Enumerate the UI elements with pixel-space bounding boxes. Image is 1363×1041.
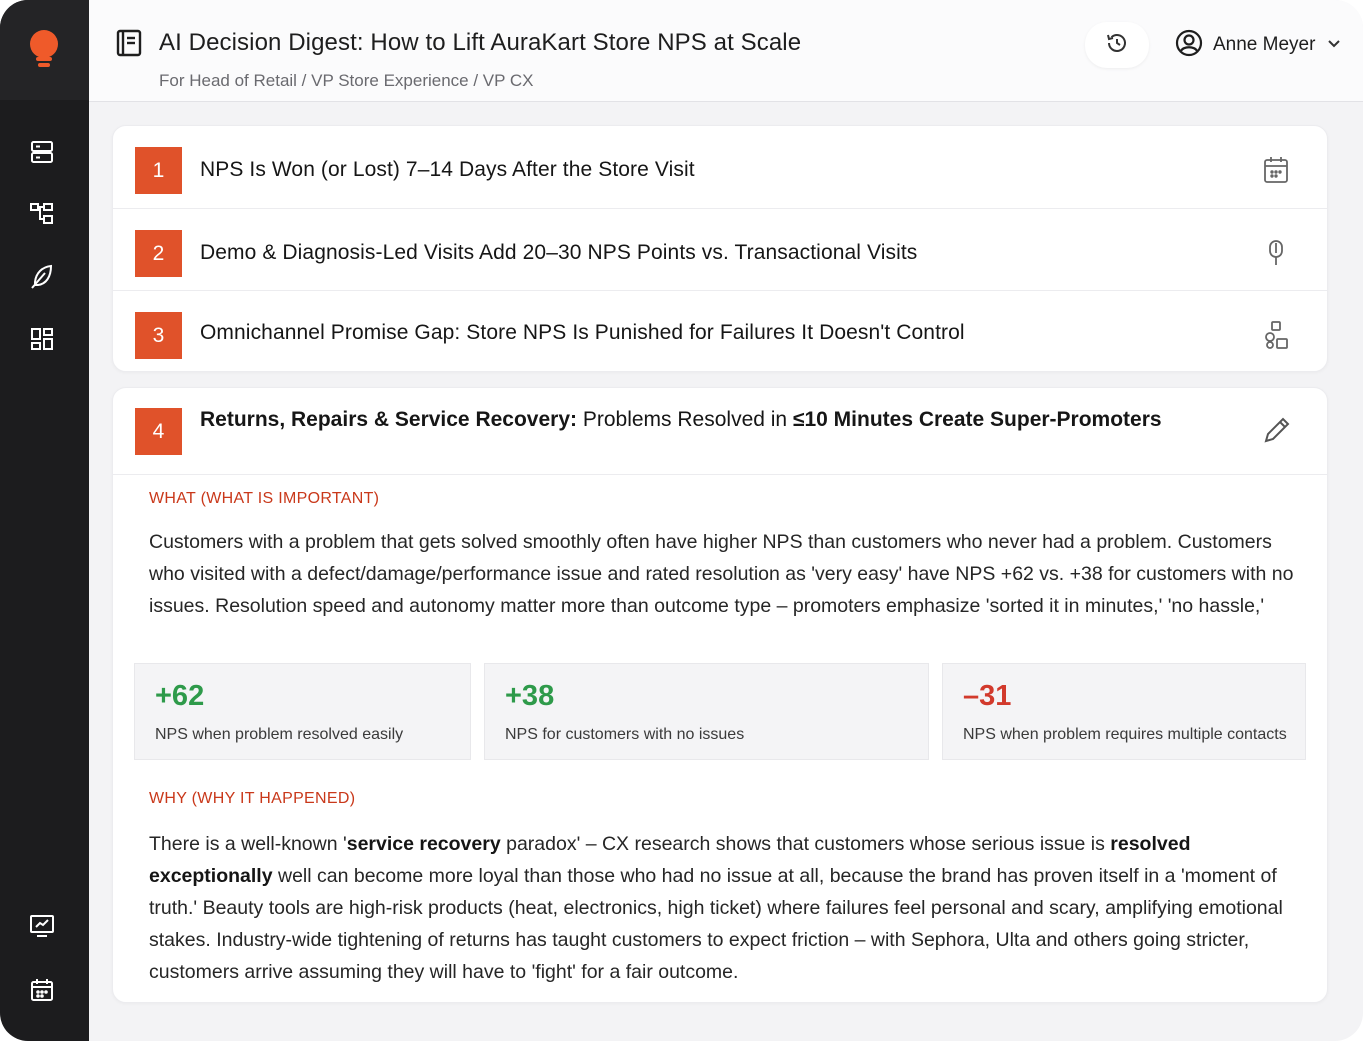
insight-row-4[interactable]: 4 Returns, Repairs & Service Recovery: P…	[113, 388, 1327, 475]
pencil-icon[interactable]	[1261, 414, 1291, 446]
stat-value: +62	[155, 680, 205, 712]
insight-number: 1	[135, 147, 182, 194]
server-icon[interactable]	[28, 138, 56, 166]
hierarchy-icon[interactable]	[28, 200, 56, 228]
why-text: well can become more loyal than those wh…	[149, 865, 1283, 983]
insight-number: 4	[135, 408, 182, 455]
insight-title: Omnichannel Promise Gap: Store NPS Is Pu…	[200, 321, 965, 344]
insight-title: Returns, Repairs & Service Recovery: Pro…	[200, 405, 1200, 434]
presentation-icon[interactable]	[28, 912, 56, 940]
why-text: There is a well-known '	[149, 833, 347, 855]
insight-number: 2	[135, 230, 182, 277]
stat-value: –31	[963, 680, 1012, 712]
why-text: paradox' – CX research shows that custom…	[500, 833, 1111, 855]
stat-card: +38 NPS for customers with no issues	[484, 663, 929, 760]
avatar-icon	[1175, 29, 1203, 62]
document-icon	[115, 28, 143, 58]
calendar-icon[interactable]	[28, 976, 56, 1004]
why-emphasis: service recovery	[346, 833, 501, 855]
stat-label: NPS for customers with no issues	[505, 726, 745, 743]
why-paragraph: There is a well-known 'service recovery …	[149, 828, 1294, 988]
insight-title: Demo & Diagnosis-Led Visits Add 20–30 NP…	[200, 241, 918, 264]
insight-title: NPS Is Won (or Lost) 7–14 Days After the…	[200, 158, 695, 181]
page-header: AI Decision Digest: How to Lift AuraKart…	[89, 0, 1363, 102]
stat-card: –31 NPS when problem requires multiple c…	[942, 663, 1306, 760]
stat-label: NPS when problem requires multiple conta…	[963, 726, 1287, 743]
insight-row-1[interactable]: 1 NPS Is Won (or Lost) 7–14 Days After t…	[113, 126, 1327, 208]
lightbulb-logo-icon	[27, 28, 63, 72]
what-section-label: WHAT (WHAT IS IMPORTANT)	[149, 490, 380, 507]
history-button[interactable]	[1085, 22, 1149, 68]
why-emphasis: resolved exceptionally	[149, 833, 1191, 887]
audience-breadcrumb: For Head of Retail / VP Store Experience…	[159, 71, 534, 90]
chevron-down-icon	[1327, 36, 1341, 55]
insights-list: 1 NPS Is Won (or Lost) 7–14 Days After t…	[112, 125, 1328, 372]
calendar-icon	[1261, 154, 1291, 186]
microphone-icon	[1261, 237, 1291, 269]
dashboard-grid-icon[interactable]	[28, 325, 56, 353]
insight-number: 3	[135, 312, 182, 359]
insight-row-2[interactable]: 2 Demo & Diagnosis-Led Visits Add 20–30 …	[113, 208, 1327, 290]
feather-icon[interactable]	[28, 262, 56, 290]
insight-title-lead: Returns, Repairs & Service Recovery:	[200, 408, 578, 431]
insight-detail-card: 4 Returns, Repairs & Service Recovery: P…	[112, 387, 1328, 1003]
stat-value: +38	[505, 680, 555, 712]
insight-row-3[interactable]: 3 Omnichannel Promise Gap: Store NPS Is …	[113, 290, 1327, 372]
user-menu[interactable]: Anne Meyer	[1161, 22, 1361, 68]
what-paragraph: Customers with a problem that gets solve…	[149, 531, 1294, 617]
stat-label: NPS when problem resolved easily	[155, 726, 404, 743]
insight-title-tail: ≤10 Minutes Create Super-Promoters	[792, 408, 1162, 431]
insight-title-middle: Problems Resolved in	[577, 408, 793, 431]
why-section-label: WHY (WHY IT HAPPENED)	[149, 790, 356, 807]
user-name: Anne Meyer	[1213, 34, 1316, 55]
page-title: AI Decision Digest: How to Lift AuraKart…	[159, 29, 802, 56]
history-icon	[1105, 31, 1129, 60]
sidebar	[0, 0, 89, 1041]
stat-card: +62 NPS when problem resolved easily	[134, 663, 471, 760]
shapes-icon	[1261, 319, 1291, 351]
